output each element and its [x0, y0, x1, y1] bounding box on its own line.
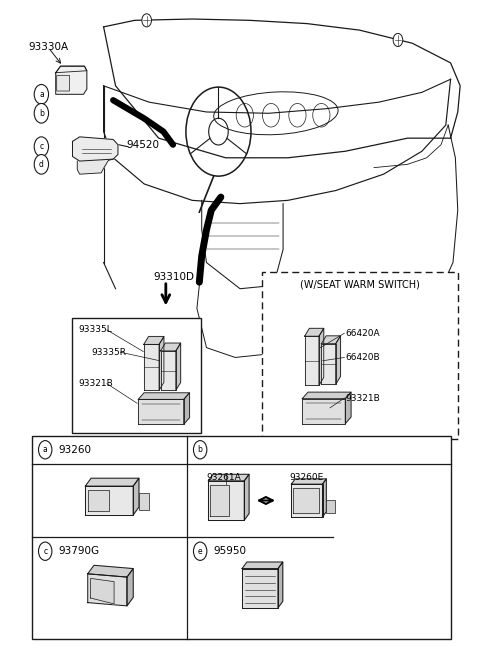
Polygon shape — [305, 328, 324, 336]
Polygon shape — [160, 343, 180, 351]
Text: 93310D: 93310D — [154, 272, 195, 282]
Circle shape — [34, 104, 48, 123]
Polygon shape — [322, 344, 336, 384]
Text: 93261A: 93261A — [206, 474, 241, 482]
Text: 94520: 94520 — [126, 140, 159, 150]
Polygon shape — [138, 400, 184, 424]
Polygon shape — [144, 344, 159, 390]
Polygon shape — [302, 399, 345, 424]
Text: a: a — [43, 445, 48, 454]
Polygon shape — [159, 337, 164, 390]
Circle shape — [34, 155, 48, 174]
Text: 93321B: 93321B — [345, 394, 380, 403]
Text: b: b — [198, 445, 203, 454]
Text: 93335R: 93335R — [92, 348, 127, 357]
Circle shape — [34, 137, 48, 157]
Polygon shape — [77, 159, 113, 174]
Polygon shape — [160, 351, 176, 390]
Bar — [326, 500, 335, 513]
Circle shape — [193, 542, 207, 560]
Bar — [262, 272, 458, 440]
Text: b: b — [39, 109, 44, 118]
Circle shape — [393, 33, 403, 47]
Polygon shape — [208, 481, 244, 520]
Text: 93260: 93260 — [58, 445, 91, 455]
Polygon shape — [305, 336, 319, 385]
Polygon shape — [278, 562, 283, 608]
Polygon shape — [291, 479, 326, 484]
Polygon shape — [336, 336, 340, 384]
Circle shape — [38, 441, 52, 459]
Polygon shape — [72, 137, 118, 161]
Polygon shape — [323, 479, 326, 517]
Polygon shape — [208, 474, 249, 481]
Polygon shape — [319, 328, 324, 385]
Text: 66420B: 66420B — [345, 353, 380, 362]
Circle shape — [193, 441, 207, 459]
Polygon shape — [91, 579, 114, 604]
Text: 93335L: 93335L — [78, 325, 112, 335]
Text: c: c — [39, 142, 43, 151]
Polygon shape — [345, 392, 351, 424]
Polygon shape — [85, 486, 133, 515]
Text: e: e — [198, 546, 203, 556]
Bar — [139, 493, 149, 510]
Polygon shape — [176, 343, 180, 390]
Text: 95950: 95950 — [213, 546, 246, 556]
Polygon shape — [133, 478, 139, 515]
Text: c: c — [43, 546, 47, 556]
Text: a: a — [39, 90, 44, 99]
Circle shape — [38, 542, 52, 560]
Polygon shape — [322, 336, 340, 344]
Polygon shape — [56, 66, 87, 94]
Bar — [32, 436, 451, 639]
Polygon shape — [184, 393, 190, 424]
Text: 93260E: 93260E — [290, 474, 324, 482]
Circle shape — [34, 85, 48, 104]
Text: 93330A: 93330A — [28, 41, 69, 52]
Text: 66420A: 66420A — [345, 329, 380, 338]
Polygon shape — [210, 485, 229, 516]
Text: d: d — [39, 160, 44, 169]
Polygon shape — [85, 478, 139, 486]
Polygon shape — [88, 565, 133, 577]
Text: 93790G: 93790G — [58, 546, 99, 556]
Polygon shape — [144, 337, 164, 344]
Polygon shape — [138, 393, 190, 400]
Polygon shape — [302, 392, 351, 399]
Polygon shape — [291, 484, 323, 517]
Polygon shape — [242, 569, 278, 608]
Polygon shape — [293, 488, 319, 513]
Polygon shape — [127, 569, 133, 606]
Circle shape — [142, 14, 152, 27]
Polygon shape — [242, 562, 283, 569]
Polygon shape — [88, 574, 127, 606]
Text: 93321B: 93321B — [78, 379, 113, 388]
Polygon shape — [244, 474, 249, 520]
Bar — [72, 318, 201, 433]
FancyBboxPatch shape — [57, 75, 70, 91]
Text: (W/SEAT WARM SWITCH): (W/SEAT WARM SWITCH) — [300, 279, 420, 289]
Polygon shape — [88, 490, 109, 511]
